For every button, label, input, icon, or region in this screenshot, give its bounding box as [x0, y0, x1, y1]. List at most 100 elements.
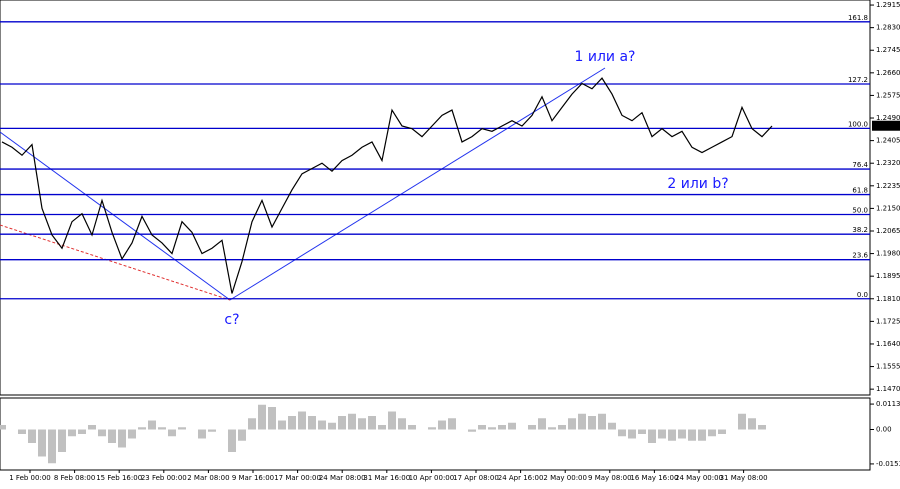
fib-label: 100.0: [848, 120, 868, 128]
price-box: [872, 120, 900, 131]
x-tick-label: 10 Apr 00:00: [409, 474, 455, 482]
osc-bar: [208, 429, 216, 432]
osc-bar: [178, 427, 186, 430]
osc-bar: [118, 429, 126, 448]
y-tick-label: 1.2660: [876, 69, 900, 77]
osc-bar: [78, 429, 86, 434]
osc-bar: [338, 416, 346, 430]
osc-bar: [388, 411, 396, 430]
dashed-line: [0, 224, 231, 301]
y-tick-label: 1.2575: [876, 91, 900, 99]
x-tick-label: 1 Feb 00:00: [9, 474, 50, 482]
osc-bar: [358, 418, 366, 430]
osc-bar: [98, 429, 106, 437]
osc-bar: [628, 429, 636, 439]
annotation: c?: [224, 312, 239, 328]
fib-label: 23.6: [852, 252, 868, 260]
osc-bar: [398, 418, 406, 430]
osc-bar: [488, 427, 496, 430]
x-tick-label: 9 Mar 16:00: [232, 474, 274, 482]
osc-bar: [328, 422, 336, 430]
osc-bar: [478, 425, 486, 430]
osc-bar: [238, 429, 246, 441]
x-tick-label: 17 Mar 00:00: [274, 474, 321, 482]
y-tick-label: 1.1640: [876, 340, 900, 348]
annotation: 1 или a?: [575, 49, 636, 65]
osc-bar: [468, 429, 476, 432]
y-tick-label: 1.1725: [876, 317, 900, 325]
y-tick-label: 1.1980: [876, 250, 900, 258]
osc-bar: [198, 429, 206, 439]
osc-bar: [638, 429, 646, 434]
y-tick-label: 1.2320: [876, 159, 900, 167]
osc-tick-label: 0.0113: [876, 400, 900, 408]
osc-bar: [758, 425, 766, 430]
trend-line: [229, 67, 606, 301]
osc-bar: [348, 413, 356, 430]
fib-label: 76.4: [852, 161, 868, 169]
x-tick-label: 8 Feb 08:00: [54, 474, 95, 482]
osc-bar: [138, 427, 146, 430]
osc-bar: [538, 418, 546, 430]
x-tick-label: 31 May 08:00: [720, 474, 768, 482]
x-tick-label: 2 May 00:00: [543, 474, 587, 482]
osc-bar: [148, 420, 156, 430]
y-tick-label: 1.1895: [876, 272, 900, 280]
y-tick-label: 1.2490: [876, 114, 900, 122]
annotation: 2 или b?: [667, 176, 728, 192]
x-tick-label: 24 Mar 08:00: [319, 474, 366, 482]
osc-tick-label: -0.0153: [876, 460, 900, 468]
y-tick-label: 1.1470: [876, 385, 900, 393]
osc-bar: [438, 420, 446, 430]
osc-bar: [58, 429, 66, 452]
fib-label: 50.0: [852, 207, 868, 215]
osc-bar: [598, 413, 606, 430]
osc-bar: [308, 416, 316, 430]
x-tick-label: 23 Feb 00:00: [141, 474, 187, 482]
osc-bar: [548, 427, 556, 430]
oscillator-panel: [0, 397, 871, 471]
osc-bar: [688, 429, 696, 441]
fib-label: 127.2: [848, 76, 868, 84]
osc-bar: [88, 425, 96, 430]
osc-bar: [158, 427, 166, 430]
osc-bar: [498, 425, 506, 430]
osc-bar: [448, 418, 456, 430]
x-tick-label: 17 Apr 08:00: [453, 474, 499, 482]
osc-bar: [168, 429, 176, 437]
osc-tick-label: 0.00: [876, 426, 892, 434]
osc-bar: [368, 416, 376, 430]
osc-bar: [288, 416, 296, 430]
osc-bar: [248, 418, 256, 430]
x-tick-label: 2 Mar 08:00: [187, 474, 229, 482]
x-tick-label: 16 May 16:00: [630, 474, 678, 482]
osc-bar: [318, 420, 326, 430]
y-tick-label: 1.2915: [876, 1, 900, 9]
osc-bar: [108, 429, 116, 443]
osc-bar: [748, 418, 756, 430]
osc-bar: [558, 425, 566, 430]
osc-bar: [568, 418, 576, 430]
osc-bar: [18, 429, 26, 434]
y-tick-label: 1.2150: [876, 204, 900, 212]
y-tick-label: 1.1810: [876, 295, 900, 303]
osc-bar: [228, 429, 236, 452]
x-tick-label: 9 May 08:00: [588, 474, 632, 482]
osc-bar: [378, 425, 386, 430]
osc-bar: [658, 429, 666, 439]
x-tick-label: 24 Apr 16:00: [498, 474, 544, 482]
y-tick-label: 1.2405: [876, 137, 900, 145]
osc-bar: [698, 429, 706, 441]
osc-bar: [28, 429, 36, 443]
osc-bar: [588, 416, 596, 430]
y-tick-label: 1.2830: [876, 24, 900, 32]
price-line: [1, 77, 773, 294]
osc-bar: [68, 429, 76, 437]
osc-bar: [618, 429, 626, 437]
price-label: 1.2461: [874, 122, 899, 130]
fib-label: 61.8: [852, 187, 868, 195]
osc-bar: [708, 429, 716, 437]
main-panel: [0, 0, 871, 396]
osc-bar: [0, 425, 6, 430]
